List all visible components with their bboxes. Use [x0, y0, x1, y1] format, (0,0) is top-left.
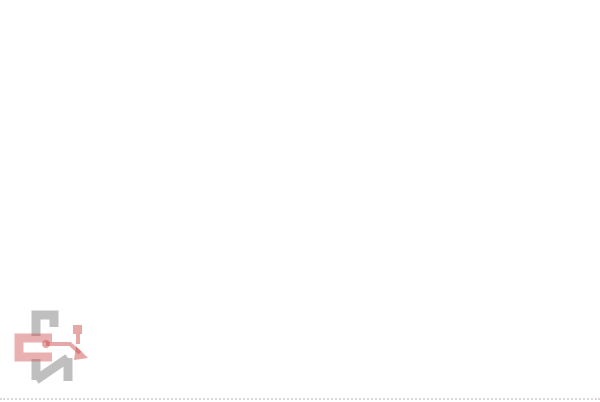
- bottom-border-artifact: [0, 398, 600, 400]
- up-arrow-icon: [8, 195, 23, 199]
- x-axis-label: [334, 377, 338, 400]
- right-arrow-icon: [334, 380, 338, 395]
- y-axis-label: [5, 195, 28, 199]
